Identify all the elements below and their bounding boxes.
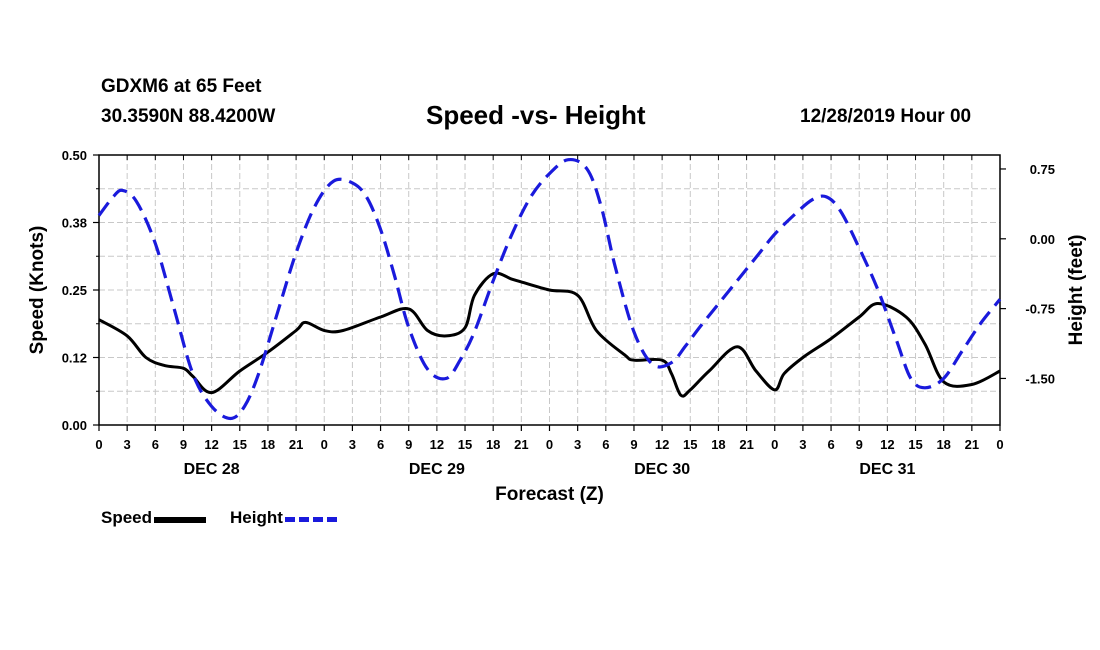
legend-height-label: Height	[230, 508, 283, 527]
right-axis-tick-label: 0.75	[1030, 162, 1055, 177]
legend-height: Height	[230, 508, 337, 528]
x-axis-day-label: DEC 31	[859, 461, 915, 478]
x-axis-tick-label: 18	[711, 437, 725, 452]
x-axis-tick-label: 18	[261, 437, 275, 452]
x-axis-tick-label: 15	[233, 437, 247, 452]
x-axis-tick-label: 15	[683, 437, 697, 452]
right-axis-tick-label: 0.00	[1030, 232, 1055, 247]
legend-speed-swatch	[154, 516, 207, 523]
x-axis-tick-label: 21	[289, 437, 303, 452]
x-axis-tick-label: 0	[546, 437, 553, 452]
left-axis-tick-label: 0.25	[62, 283, 87, 298]
right-axis-tick-label: -1.50	[1025, 371, 1055, 386]
left-axis-tick-label: 0.12	[62, 351, 87, 366]
x-axis-title: Forecast (Z)	[495, 484, 604, 505]
legend-speed: Speed	[101, 508, 207, 528]
x-axis-tick-label: 3	[349, 437, 356, 452]
x-axis-tick-label: 3	[124, 437, 131, 452]
x-axis-day-label: DEC 29	[409, 461, 465, 478]
x-axis-tick-label: 9	[405, 437, 412, 452]
x-axis-tick-label: 12	[430, 437, 444, 452]
series-line-speed	[98, 271, 1001, 398]
x-axis-day-label: DEC 28	[184, 461, 240, 478]
x-axis-tick-label: 9	[180, 437, 187, 452]
x-axis-tick-label: 15	[908, 437, 922, 452]
x-axis-tick-label: 12	[204, 437, 218, 452]
x-axis-tick-label: 6	[827, 437, 834, 452]
x-axis-tick-label: 3	[799, 437, 806, 452]
left-axis-tick-label: 0.50	[62, 148, 87, 163]
x-axis-tick-label: 9	[856, 437, 863, 452]
x-axis-tick-label: 0	[771, 437, 778, 452]
right-axis-tick-label: -0.75	[1025, 302, 1055, 317]
x-axis-tick-label: 9	[630, 437, 637, 452]
left-axis-tick-label: 0.38	[62, 216, 87, 231]
x-axis-tick-label: 0	[996, 437, 1003, 452]
station-label: GDXM6 at 65 Feet	[101, 76, 262, 97]
coordinates-label: 30.3590N 88.4200W	[101, 106, 276, 127]
x-axis-tick-label: 3	[574, 437, 581, 452]
x-axis-tick-label: 15	[458, 437, 472, 452]
legend-speed-label: Speed	[101, 508, 153, 527]
legend-height-swatch	[284, 517, 337, 522]
run-time-label: 12/28/2019 Hour 00	[800, 106, 972, 127]
series-line-height	[97, 157, 1002, 421]
x-axis-tick-label: 18	[936, 437, 950, 452]
x-axis-tick-label: 6	[152, 437, 159, 452]
x-axis-tick-label: 21	[965, 437, 979, 452]
right-axis-title: Height (feet)	[1066, 235, 1087, 346]
x-axis-tick-label: 21	[514, 437, 528, 452]
x-axis-tick-label: 0	[95, 437, 102, 452]
left-axis-tick-label: 0.00	[62, 418, 87, 433]
chart-title: Speed -vs- Height	[426, 100, 646, 130]
x-axis-tick-label: 0	[321, 437, 328, 452]
x-axis-tick-label: 18	[486, 437, 500, 452]
x-axis-day-label: DEC 30	[634, 461, 690, 478]
x-axis-tick-label: 6	[602, 437, 609, 452]
x-axis-tick-label: 6	[377, 437, 384, 452]
x-axis-tick-label: 21	[739, 437, 753, 452]
x-axis-tick-label: 12	[880, 437, 894, 452]
x-axis-tick-label: 12	[655, 437, 669, 452]
left-axis-title: Speed (Knots)	[27, 226, 48, 355]
